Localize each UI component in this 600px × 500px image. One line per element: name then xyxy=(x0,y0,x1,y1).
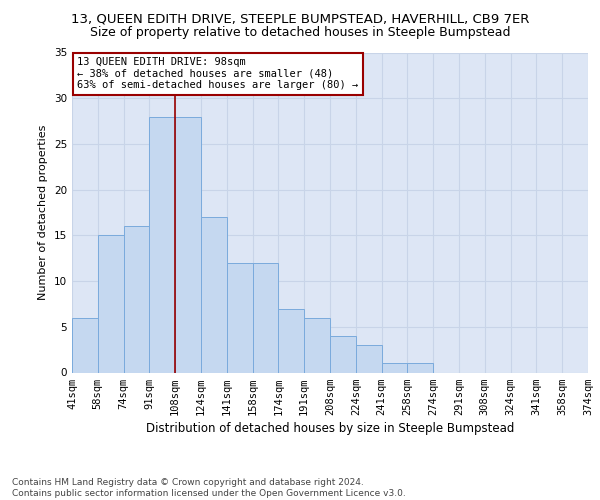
Bar xyxy=(278,308,304,372)
Bar xyxy=(356,345,382,372)
Bar xyxy=(175,116,201,372)
Text: 13, QUEEN EDITH DRIVE, STEEPLE BUMPSTEAD, HAVERHILL, CB9 7ER: 13, QUEEN EDITH DRIVE, STEEPLE BUMPSTEAD… xyxy=(71,12,529,26)
Bar xyxy=(227,263,253,372)
Text: Contains HM Land Registry data © Crown copyright and database right 2024.
Contai: Contains HM Land Registry data © Crown c… xyxy=(12,478,406,498)
Bar xyxy=(407,364,433,372)
Bar xyxy=(382,364,407,372)
Bar xyxy=(98,236,124,372)
Bar xyxy=(124,226,149,372)
Bar xyxy=(149,116,175,372)
Bar xyxy=(253,263,278,372)
Bar xyxy=(330,336,356,372)
X-axis label: Distribution of detached houses by size in Steeple Bumpstead: Distribution of detached houses by size … xyxy=(146,422,514,435)
Text: Size of property relative to detached houses in Steeple Bumpstead: Size of property relative to detached ho… xyxy=(90,26,510,39)
Y-axis label: Number of detached properties: Number of detached properties xyxy=(38,125,49,300)
Bar xyxy=(304,318,330,372)
Bar xyxy=(201,217,227,372)
Bar xyxy=(72,318,98,372)
Text: 13 QUEEN EDITH DRIVE: 98sqm
← 38% of detached houses are smaller (48)
63% of sem: 13 QUEEN EDITH DRIVE: 98sqm ← 38% of det… xyxy=(77,58,358,90)
